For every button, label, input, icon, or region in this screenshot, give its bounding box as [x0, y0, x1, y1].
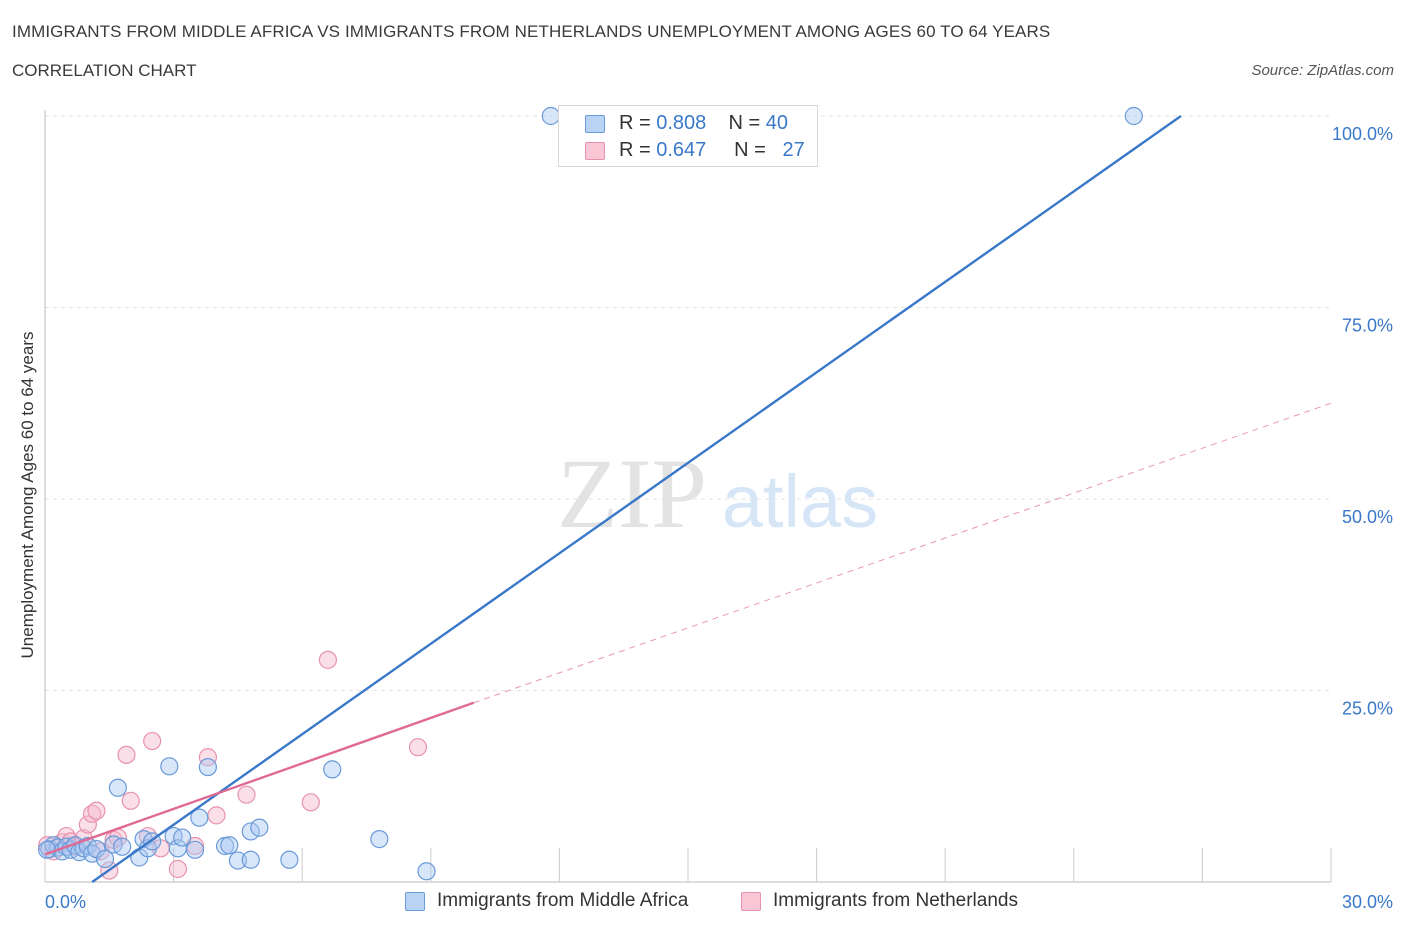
middle-africa-point: [95, 849, 115, 869]
netherlands-point: [168, 859, 187, 879]
middle-africa-point: [190, 808, 209, 827]
middle-africa-point: [417, 862, 436, 881]
middle-africa-point: [250, 818, 269, 837]
middle-africa-point: [108, 778, 127, 797]
tick-labels: 25.0% 50.0% 75.0% 100.0% 0.0% 30.0%: [45, 124, 1393, 912]
legend-n-value-pink: 27: [782, 139, 805, 161]
y-axis-label: Unemployment Among Ages 60 to 64 years: [18, 331, 37, 659]
y-tick-label: 25.0%: [1342, 699, 1393, 719]
middle-africa-trend-line: [91, 115, 1182, 883]
bottom-legend-swatch-pink: [741, 892, 761, 911]
netherlands-point: [207, 806, 226, 825]
y-tick-label: 100.0%: [1332, 124, 1393, 144]
netherlands-point: [237, 785, 256, 804]
bottom-legend-label-pink: Immigrants from Netherlands: [773, 890, 1018, 911]
legend-n-label: N =: [734, 139, 766, 161]
legend-n-label: N =: [728, 112, 761, 134]
middle-africa-point: [185, 840, 205, 859]
middle-africa-points: [38, 106, 1143, 881]
middle-africa-point: [220, 836, 239, 855]
middle-africa-point: [198, 757, 217, 777]
netherlands-trend-line: [44, 701, 475, 856]
netherlands-point: [78, 815, 97, 834]
middle-africa-point: [370, 830, 389, 849]
middle-africa-point: [241, 822, 260, 841]
netherlands-point: [121, 791, 140, 810]
middle-africa-point: [280, 850, 299, 869]
netherlands-point: [143, 731, 162, 751]
netherlands-trend-extension: [473, 402, 1332, 704]
x-tick-label: 0.0%: [45, 892, 86, 912]
legend-r-label: R =: [619, 139, 651, 161]
legend-r-label: R =: [619, 112, 651, 134]
grid-lines: [45, 115, 1331, 691]
legend-swatch-pink: [585, 142, 605, 160]
legend-n-value-blue: 40: [765, 112, 789, 134]
netherlands-point: [198, 748, 217, 767]
bottom-legend-swatch-blue: [405, 892, 425, 911]
middle-africa-point: [228, 851, 247, 870]
legend-r-value-pink: 0.647: [656, 139, 707, 161]
middle-africa-point: [1124, 106, 1143, 126]
chart-title: IMMIGRANTS FROM MIDDLE AFRICA VS IMMIGRA…: [12, 22, 1051, 41]
middle-africa-point: [323, 760, 342, 779]
trend-lines: [44, 115, 1332, 883]
y-tick-label: 50.0%: [1342, 507, 1393, 527]
netherlands-point: [87, 801, 106, 820]
x-tick-label: 30.0%: [1342, 892, 1393, 912]
source-label: Source: ZipAtlas.com: [1251, 62, 1394, 79]
netherlands-point: [301, 793, 320, 812]
netherlands-point: [408, 738, 428, 757]
bottom-legend-label-blue: Immigrants from Middle Africa: [437, 890, 689, 911]
y-tick-label: 75.0%: [1342, 316, 1393, 336]
axis-ticks: [44, 848, 1332, 882]
netherlands-point: [117, 745, 136, 764]
correlation-legend: R = 0.808 N = 40 R = 0.647 N = 27: [558, 105, 818, 167]
legend-r-value-blue: 0.808: [656, 112, 707, 134]
netherlands-point: [318, 650, 338, 669]
chart-subtitle: CORRELATION CHART: [12, 61, 197, 80]
watermark-zip: ZIP: [557, 438, 707, 549]
watermark-atlas: atlas: [722, 460, 878, 543]
middle-africa-point: [241, 850, 260, 869]
middle-africa-point: [173, 828, 192, 847]
middle-africa-point: [160, 757, 179, 776]
middle-africa-point: [113, 837, 132, 856]
middle-africa-point: [38, 840, 57, 859]
legend-swatch-blue: [585, 115, 605, 133]
middle-africa-point: [541, 106, 560, 126]
